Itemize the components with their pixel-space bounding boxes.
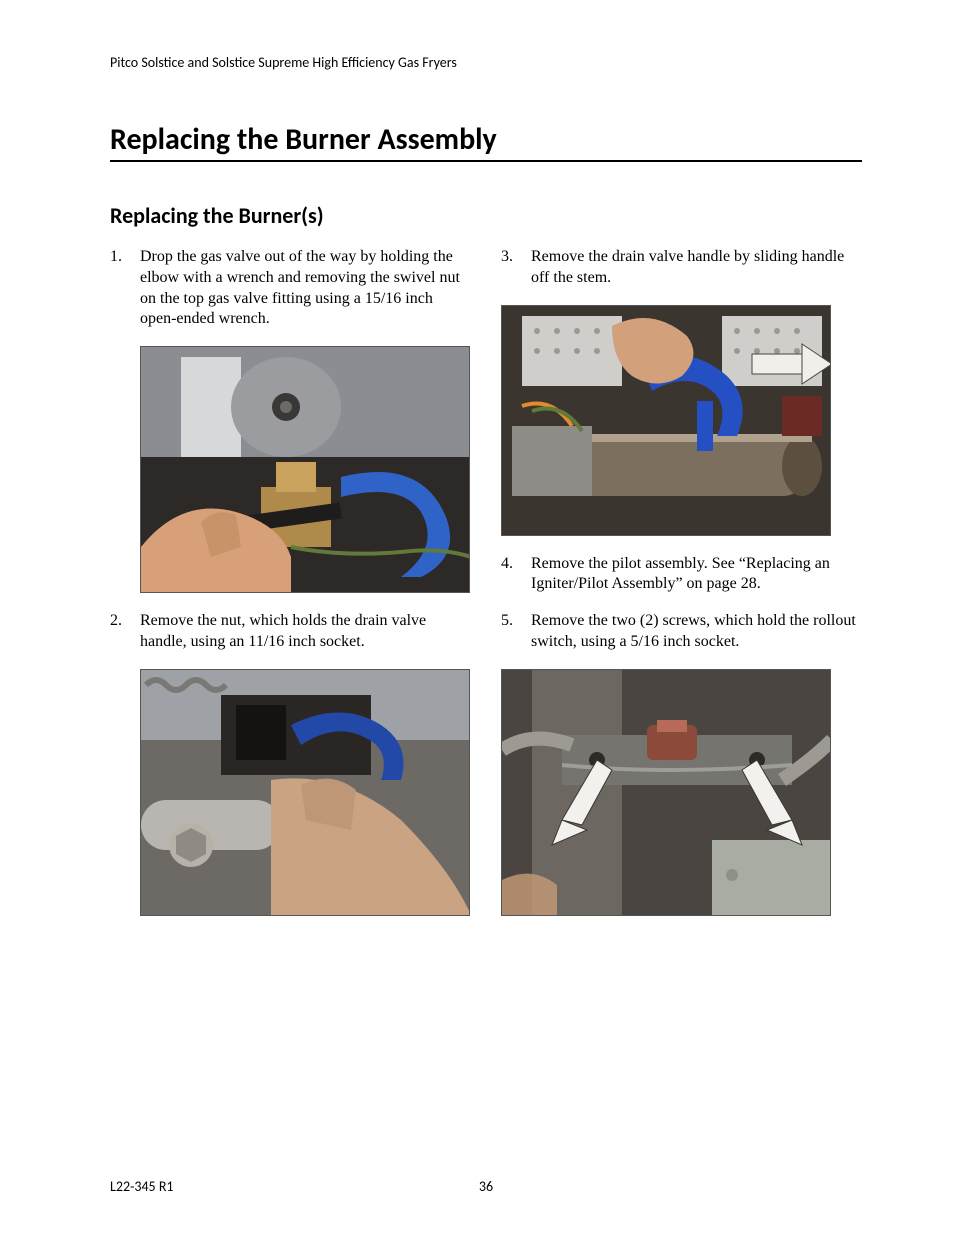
step-number: 1. — [110, 247, 140, 330]
page-number: 36 — [479, 1178, 493, 1195]
step-5: 5. Remove the two (2) screws, which hold… — [501, 611, 862, 653]
left-column: 1. Drop the gas valve out of the way by … — [110, 247, 471, 934]
step-3: 3. Remove the drain valve handle by slid… — [501, 247, 862, 289]
step-number: 2. — [110, 611, 140, 653]
running-header: Pitco Solstice and Solstice Supreme High… — [110, 54, 862, 71]
step-text: Remove the pilot assembly. See “Replacin… — [531, 554, 862, 596]
figure-drain-nut-photo — [140, 669, 470, 916]
page-footer: L22-345 R1 36 — [110, 1178, 862, 1195]
step-number: 3. — [501, 247, 531, 289]
step-4: 4. Remove the pilot assembly. See “Repla… — [501, 554, 862, 596]
two-column-layout: 1. Drop the gas valve out of the way by … — [110, 247, 862, 934]
step-text: Remove the nut, which holds the drain va… — [140, 611, 471, 653]
drain-nut-photo-svg — [141, 670, 470, 915]
gas-valve-photo-svg — [141, 347, 470, 592]
handle-slide-photo-svg — [502, 306, 831, 535]
figure-handle-slide-photo — [501, 305, 831, 536]
figure-gas-valve-photo — [140, 346, 470, 593]
figure-rollout-switch-photo — [501, 669, 831, 916]
step-2: 2. Remove the nut, which holds the drain… — [110, 611, 471, 653]
step-text: Remove the two (2) screws, which hold th… — [531, 611, 862, 653]
step-text: Remove the drain valve handle by sliding… — [531, 247, 862, 289]
right-column: 3. Remove the drain valve handle by slid… — [501, 247, 862, 934]
step-number: 5. — [501, 611, 531, 653]
section-title: Replacing the Burner Assembly — [110, 121, 862, 162]
rollout-switch-photo-svg — [502, 670, 831, 915]
step-1: 1. Drop the gas valve out of the way by … — [110, 247, 471, 330]
step-text: Drop the gas valve out of the way by hol… — [140, 247, 471, 330]
section-subtitle: Replacing the Burner(s) — [110, 202, 862, 229]
step-number: 4. — [501, 554, 531, 596]
